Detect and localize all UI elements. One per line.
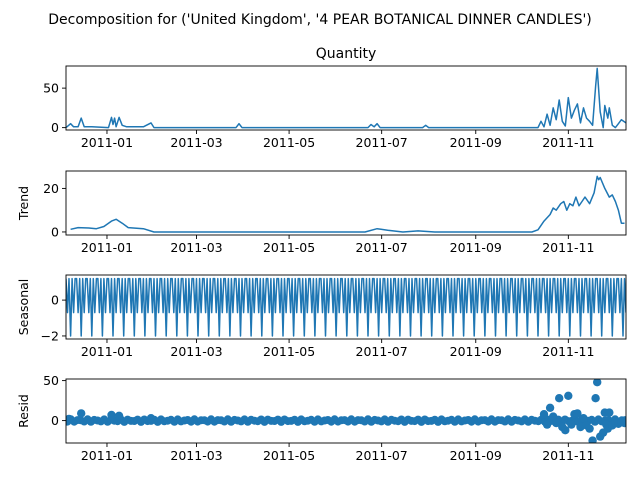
resid-x-tick-label: 2011-09 bbox=[450, 448, 502, 463]
resid-point bbox=[620, 418, 626, 428]
quantity-y-tick-label: 0 bbox=[51, 120, 59, 135]
resid-point bbox=[573, 409, 582, 418]
trend-x-tick-label: 2011-03 bbox=[170, 240, 222, 255]
quantity-axes-frame bbox=[65, 65, 627, 131]
trend-x-tick-label: 2011-11 bbox=[542, 240, 594, 255]
resid-x-tick-label: 2011-07 bbox=[356, 448, 408, 463]
resid-y-tick-label: 50 bbox=[43, 373, 59, 388]
quantity-x-tick-label: 2011-07 bbox=[356, 135, 408, 150]
trend-y-tick-label: 20 bbox=[43, 181, 59, 196]
resid-point bbox=[579, 414, 588, 423]
trend-x-tick-label: 2011-07 bbox=[356, 240, 408, 255]
quantity-x-tick-label: 2011-03 bbox=[170, 135, 222, 150]
seasonal-x-tick-label: 2011-01 bbox=[81, 344, 133, 359]
quantity-series-line bbox=[66, 67, 626, 129]
resid-x-tick-label: 2011-05 bbox=[263, 448, 315, 463]
seasonal-panel: −2 0 2011-01 2011-03 2011-05 2011-07 2011-09 20… bbox=[16, 274, 627, 359]
resid-point bbox=[77, 409, 86, 418]
resid-x-tick-label: 2011-01 bbox=[81, 448, 133, 463]
trend-panel: 0 20 2011-01 2011-03 2011-05 2011-07 2011-09 20… bbox=[16, 170, 627, 255]
subplots: 0 50 2011-01 2011-03 2011-05 2011-07 2011-09 20… bbox=[16, 46, 627, 463]
resid-y-axis-label: Resid bbox=[16, 394, 31, 428]
resid-x-tick-label: 2011-03 bbox=[170, 448, 222, 463]
trend-series-line bbox=[70, 175, 625, 233]
seasonal-series-line bbox=[66, 277, 626, 337]
resid-point bbox=[567, 420, 576, 429]
quantity-x-tick-label: 2011-11 bbox=[542, 135, 594, 150]
resid-point bbox=[114, 411, 124, 420]
figure-suptitle: Decomposition for ('United Kingdom', '4 … bbox=[48, 12, 592, 28]
seasonal-x-tick-label: 2011-09 bbox=[450, 344, 502, 359]
resid-point bbox=[549, 412, 558, 421]
seasonal-y-tick-label: −2 bbox=[41, 328, 59, 343]
resid-point bbox=[593, 379, 602, 387]
resid-point bbox=[146, 414, 156, 423]
resid-panel: 0 50 2011-01 2011-03 2011-05 2011-07 2011-09 20… bbox=[16, 373, 627, 463]
resid-point bbox=[555, 394, 564, 403]
trend-x-tick-label: 2011-09 bbox=[450, 240, 502, 255]
quantity-x-tick-label: 2011-05 bbox=[263, 135, 315, 150]
resid-x-tick-label: 2011-11 bbox=[542, 448, 594, 463]
resid-point bbox=[107, 410, 116, 420]
trend-y-axis-label: Trend bbox=[16, 186, 31, 221]
resid-plot-area bbox=[66, 379, 626, 443]
quantity-x-tick-label: 2011-09 bbox=[450, 135, 502, 150]
quantity-panel-title: Quantity bbox=[316, 46, 377, 62]
trend-axes-frame bbox=[65, 170, 627, 236]
resid-y-tick-label: 0 bbox=[51, 413, 59, 428]
seasonal-y-tick-label: 0 bbox=[51, 293, 59, 308]
quantity-plot-area bbox=[66, 67, 626, 129]
resid-point bbox=[539, 410, 549, 419]
resid-point bbox=[66, 414, 74, 424]
resid-axes-frame bbox=[65, 378, 627, 444]
resid-point bbox=[605, 408, 614, 417]
seasonal-y-axis-label: Seasonal bbox=[16, 279, 31, 336]
resid-point bbox=[585, 424, 594, 433]
quantity-x-tick-label: 2011-01 bbox=[81, 135, 133, 150]
resid-point bbox=[542, 420, 552, 429]
seasonal-x-tick-label: 2011-07 bbox=[356, 344, 408, 359]
quantity-panel: 0 50 2011-01 2011-03 2011-05 2011-07 2011-09 20… bbox=[43, 46, 627, 150]
trend-y-tick-label: 0 bbox=[51, 224, 59, 239]
seasonal-plot-area bbox=[66, 277, 626, 337]
resid-point bbox=[591, 394, 600, 403]
trend-x-tick-label: 2011-01 bbox=[81, 240, 133, 255]
resid-point bbox=[564, 391, 573, 400]
seasonal-x-tick-label: 2011-05 bbox=[263, 344, 315, 359]
seasonal-axes-frame bbox=[65, 274, 627, 340]
seasonal-x-tick-label: 2011-11 bbox=[542, 344, 594, 359]
resid-point bbox=[552, 418, 561, 428]
resid-point bbox=[545, 403, 555, 412]
trend-x-tick-label: 2011-05 bbox=[263, 240, 315, 255]
quantity-y-tick-label: 50 bbox=[43, 81, 59, 96]
trend-plot-area bbox=[70, 175, 625, 233]
resid-point bbox=[588, 436, 597, 443]
seasonal-x-tick-label: 2011-03 bbox=[170, 344, 222, 359]
resid-point bbox=[561, 426, 570, 435]
